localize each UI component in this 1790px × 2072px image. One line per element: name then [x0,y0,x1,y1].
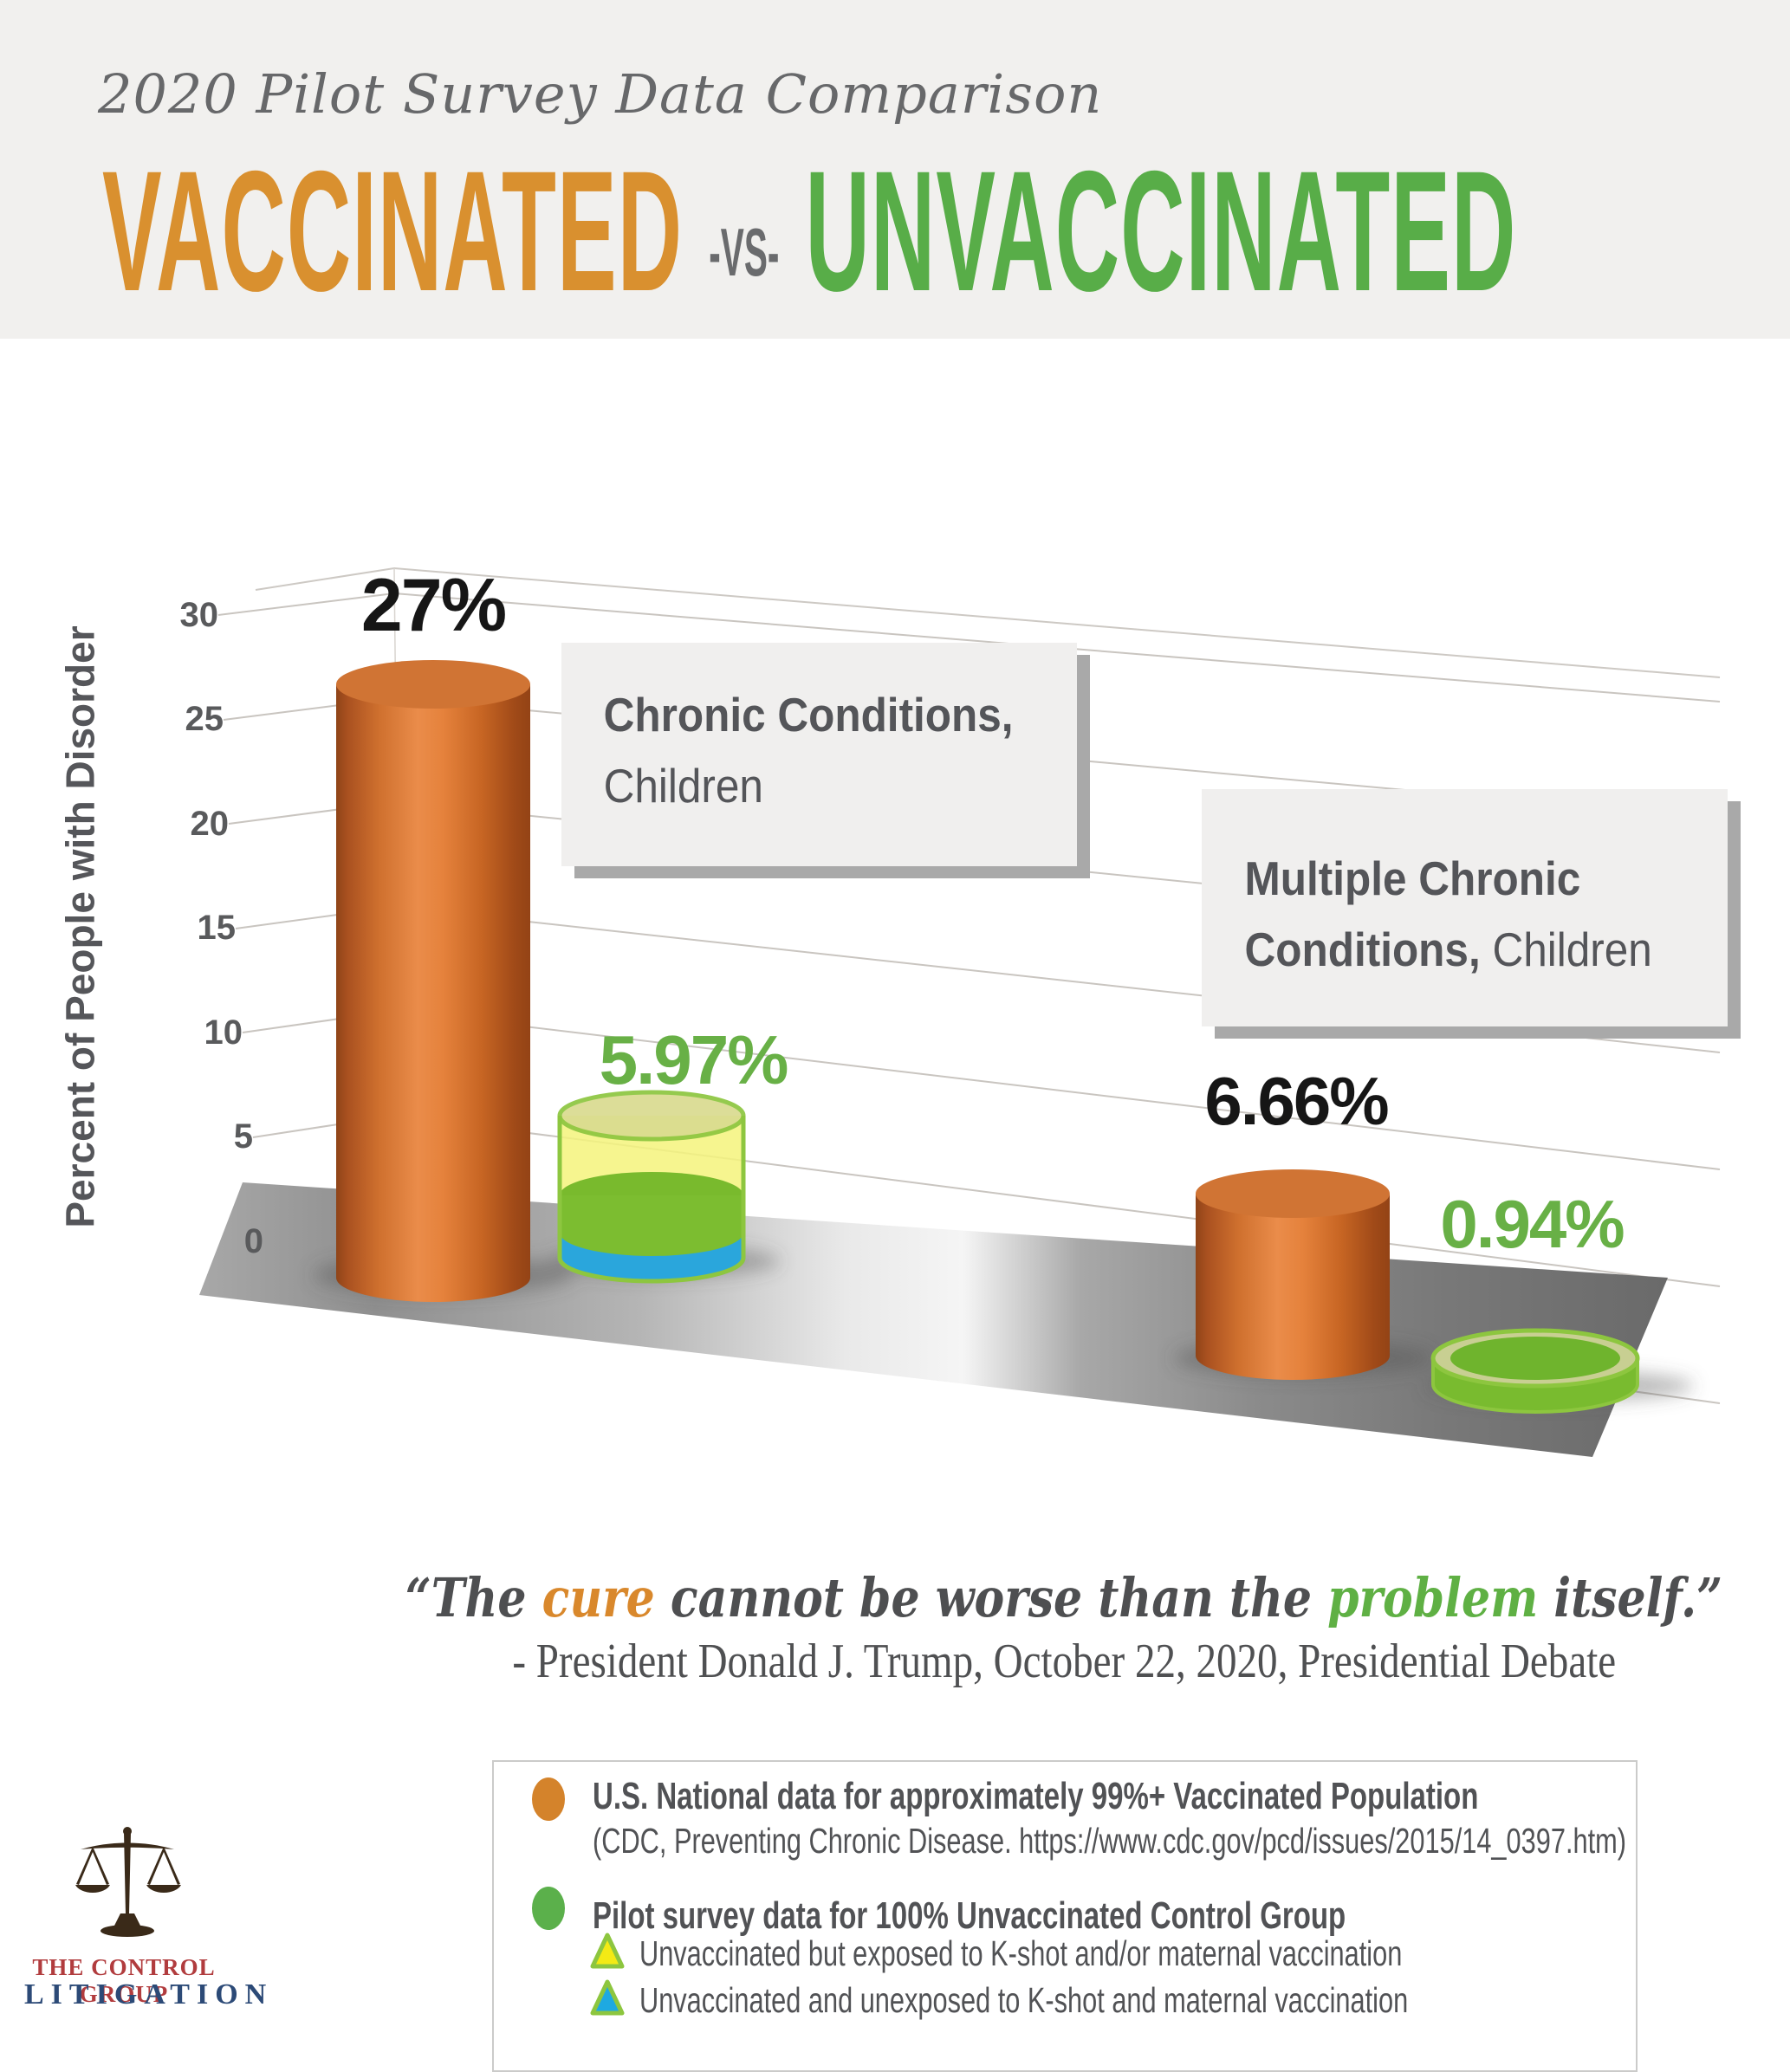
value-label-5-97: 5.97% [599,1021,789,1098]
legend-exposed-label: Unvaccinated but exposed to K-shot and/o… [639,1933,1403,1973]
category-label-line2-bold: Conditions, [1244,923,1481,976]
quote-word-problem: problem [1327,1566,1539,1629]
legend-vaccinated-source: (CDC, Preventing Chronic Disease. https:… [593,1821,1626,1861]
category-box-chronic-conditions: Chronic Conditions, Children [561,643,1077,866]
legend-vaccinated-label: U.S. National data for approximately 99%… [593,1775,1479,1817]
bar-vaccinated-chronic [336,660,530,1302]
quote: “The cure cannot be worse than the probl… [169,1566,1790,1629]
page-title: VACCINATED -VS- UNVACCINATED [102,146,1516,317]
legend-yellow-triangle-icon [590,1933,625,1969]
category-box-multiple-chronic: Multiple Chronic Conditions, Children [1202,789,1728,1026]
bar-chart-3d [199,567,1721,1457]
category-label-line1: Multiple Chronic [1244,851,1581,905]
legend-unexposed-label: Unvaccinated and unexposed to K-shot and… [639,1980,1409,2020]
category-label-line2-regular: Children [1492,923,1652,976]
title-vaccinated: VACCINATED [102,135,684,327]
legend-blue-triangle-icon [590,1979,625,2016]
bar-unvaccinated-chronic [557,1090,746,1284]
category-label-regular: Children [603,759,763,813]
legend-unvaccinated-label: Pilot survey data for 100% Unvaccinated … [593,1894,1346,1937]
quote-middle: cannot be worse than the [654,1566,1328,1629]
legend-box: U.S. National data for approximately 99%… [492,1760,1638,2072]
y-tick-10: 10 [204,1013,243,1052]
logo-text-litigation: LITIGATION [24,1978,274,2010]
page-subtitle: 2020 Pilot Survey Data Comparison [98,62,1103,126]
y-tick-0: 0 [243,1222,263,1260]
logo-text-control-group: THE CONTROL GROUP [32,1954,216,2007]
value-label-6-66: 6.66% [1204,1063,1389,1139]
y-tick-20: 20 [190,805,230,843]
title-unvaccinated: UNVACCINATED [805,135,1517,327]
quote-word-cure: cure [542,1566,655,1629]
title-vs: -VS- [709,213,780,290]
quote-close: itself.” [1538,1566,1723,1629]
y-axis-title: Percent of People with Disorder [58,625,104,1228]
category-label-bold: Chronic Conditions, [603,688,1014,741]
y-tick-15: 15 [197,909,237,947]
y-tick-5: 5 [233,1117,253,1156]
y-tick-30: 30 [179,596,219,634]
header-band: 2020 Pilot Survey Data Comparison VACCIN… [0,0,1790,339]
scales-of-justice-icon [75,1827,181,1937]
value-label-0-94: 0.94% [1440,1186,1625,1262]
bar-vaccinated-multiple [1196,1169,1390,1380]
value-label-27: 27% [360,564,507,647]
y-tick-25: 25 [185,700,224,738]
legend-orange-bullet-icon [532,1777,565,1821]
quote-attribution: - President Donald J. Trump, October 22,… [512,1635,1616,1688]
quote-open: “The [405,1566,542,1629]
bar-unvaccinated-multiple [1430,1328,1640,1414]
legend-green-bullet-icon [532,1887,565,1930]
